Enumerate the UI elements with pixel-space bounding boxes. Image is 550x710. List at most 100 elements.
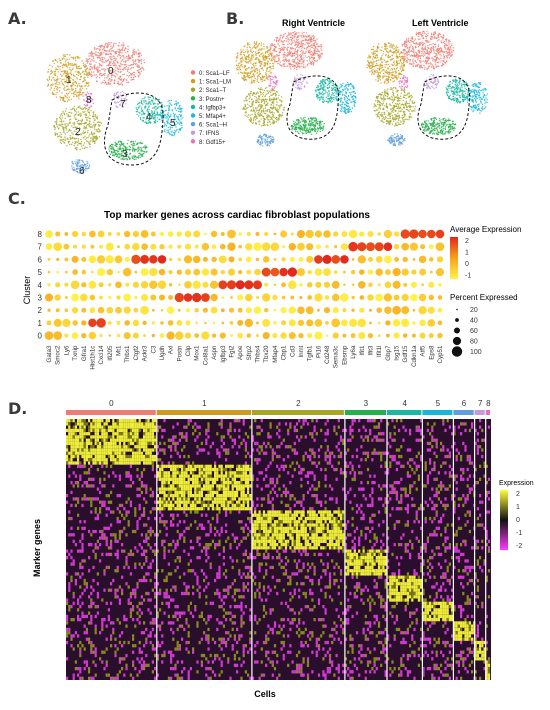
dotplot-dot (375, 242, 384, 251)
dotplot-dot (401, 243, 409, 251)
dotplot-dot (47, 320, 52, 325)
dotplot-dot (169, 245, 173, 249)
heatmap-cluster-label: 7 (478, 399, 483, 408)
dotplot-dot (211, 307, 218, 314)
umap-lv-cluster-1 (366, 42, 405, 84)
size-scale-tick: 60 (470, 328, 478, 335)
dotplot-dot (297, 268, 305, 276)
color-legend-title: Average Expression (450, 225, 521, 234)
dotplot-cluster-label: 4 (38, 281, 43, 290)
dotplot-dot (323, 268, 331, 276)
dotplot-dot (98, 307, 105, 314)
dotplot-dot (411, 282, 417, 288)
dotplot-dot (168, 295, 173, 300)
legend-label: 4: Igfbp3+ (199, 105, 226, 111)
dotplot-dot (56, 271, 59, 274)
dotplot-dot (386, 334, 390, 338)
dotplot-dot (108, 296, 111, 299)
dotplot-dot (193, 269, 200, 276)
dotplot-dot (307, 333, 312, 338)
dotplot-dot (80, 294, 88, 302)
dotplot-dot (193, 281, 201, 289)
dotplot-dot (419, 294, 427, 302)
dotplot-dot (81, 308, 86, 313)
dotplot-dot (280, 332, 286, 338)
dotplot-dot (333, 333, 339, 339)
dotplot-dot (237, 333, 243, 339)
dotplot-dot (81, 257, 86, 262)
legend-swatch (191, 122, 195, 126)
dotplot-dot (115, 281, 122, 288)
heatmap-cluster-bar (252, 410, 344, 415)
dotplot-gene-label: Atf5 (420, 345, 427, 357)
dotplot-dot (124, 244, 130, 250)
dotplot-dot (324, 282, 330, 288)
dotplot-gene-label: Gata3 (46, 345, 53, 362)
dotplot-dot (53, 331, 62, 340)
dotplot-dot (438, 295, 442, 299)
legend-label: 8: Gdf15+ (199, 140, 226, 146)
umap-lv-cluster-8 (398, 75, 408, 90)
umap-a-label-8: 8 (86, 95, 92, 106)
dotplot-dot (340, 293, 349, 302)
dotplot-dot (64, 257, 68, 261)
dotplot-dot (332, 294, 339, 301)
dotplot-dot (357, 242, 366, 251)
dotplot-gene-label: Ly6a (350, 345, 357, 359)
dotplot-gene-label: Col8a1 (202, 345, 209, 365)
dotplot-dot (97, 268, 105, 276)
dotplot-dot (202, 268, 209, 275)
dotplot-gene-label: Ifit3 (368, 345, 375, 356)
dotplot-dot (168, 320, 174, 326)
heatmap-cluster-bar (422, 410, 452, 415)
dotplot-gene-label: Cxcl14 (98, 345, 105, 364)
dotplot-dot (140, 306, 149, 315)
dotplot-dot (281, 257, 285, 261)
dotplot-dot (133, 231, 139, 237)
legend-label: 7: IFNS (199, 131, 219, 137)
dotplot-dot (71, 281, 80, 290)
umap-rv-cluster-6 (256, 133, 274, 146)
dotplot-dot (184, 255, 192, 263)
dotplot-dot (134, 308, 139, 313)
dotplot-dot (99, 282, 104, 287)
umap-a-label-3: 3 (122, 149, 128, 160)
dotplot-dot (247, 333, 251, 337)
dotplot-dot (429, 333, 434, 338)
heatmap-scale-bar (500, 490, 508, 550)
legend-label: 5: Mfap4+ (199, 114, 226, 120)
dotplot-gene-label: Postn (176, 345, 183, 361)
dotplot-dot (378, 334, 381, 337)
dotplot-dot (238, 270, 242, 274)
dotplot-dot (368, 333, 373, 338)
dotplot-gene-label: Fgl2 (229, 345, 236, 358)
dotplot-dot (108, 232, 112, 236)
dotplot-dot (81, 282, 86, 287)
dotplot-dot (360, 295, 365, 300)
heatmap-cluster-label: 4 (402, 399, 407, 408)
dotplot-dot (169, 283, 172, 286)
dotplot-dot (290, 257, 295, 262)
dotplot-dot (195, 245, 199, 249)
dotplot-dot (72, 332, 79, 339)
dotplot-dot (273, 321, 276, 324)
dotplot-dot (117, 245, 120, 248)
dotplot-dot (289, 319, 296, 326)
dotplot-dot (204, 233, 206, 235)
dotplot-dot (97, 255, 105, 263)
dotplot-dot (392, 268, 400, 276)
dotplot-dot (378, 232, 381, 235)
dotplot-dot (351, 296, 354, 299)
dotplot-dot (316, 244, 321, 249)
dotplot-dot (324, 307, 330, 313)
dotplot-dot (141, 268, 149, 276)
dotplot-dot (332, 281, 340, 289)
dotplot-dot (185, 332, 191, 338)
dotplot-dot (274, 284, 276, 286)
dotplot-dot (135, 271, 138, 274)
dotplot-dot (185, 244, 191, 250)
dotplot-dot (394, 231, 399, 236)
dotplot-dot (175, 331, 183, 339)
dotplot-gene-label: Cd248 (324, 345, 331, 364)
dotplot-dot (290, 296, 294, 300)
